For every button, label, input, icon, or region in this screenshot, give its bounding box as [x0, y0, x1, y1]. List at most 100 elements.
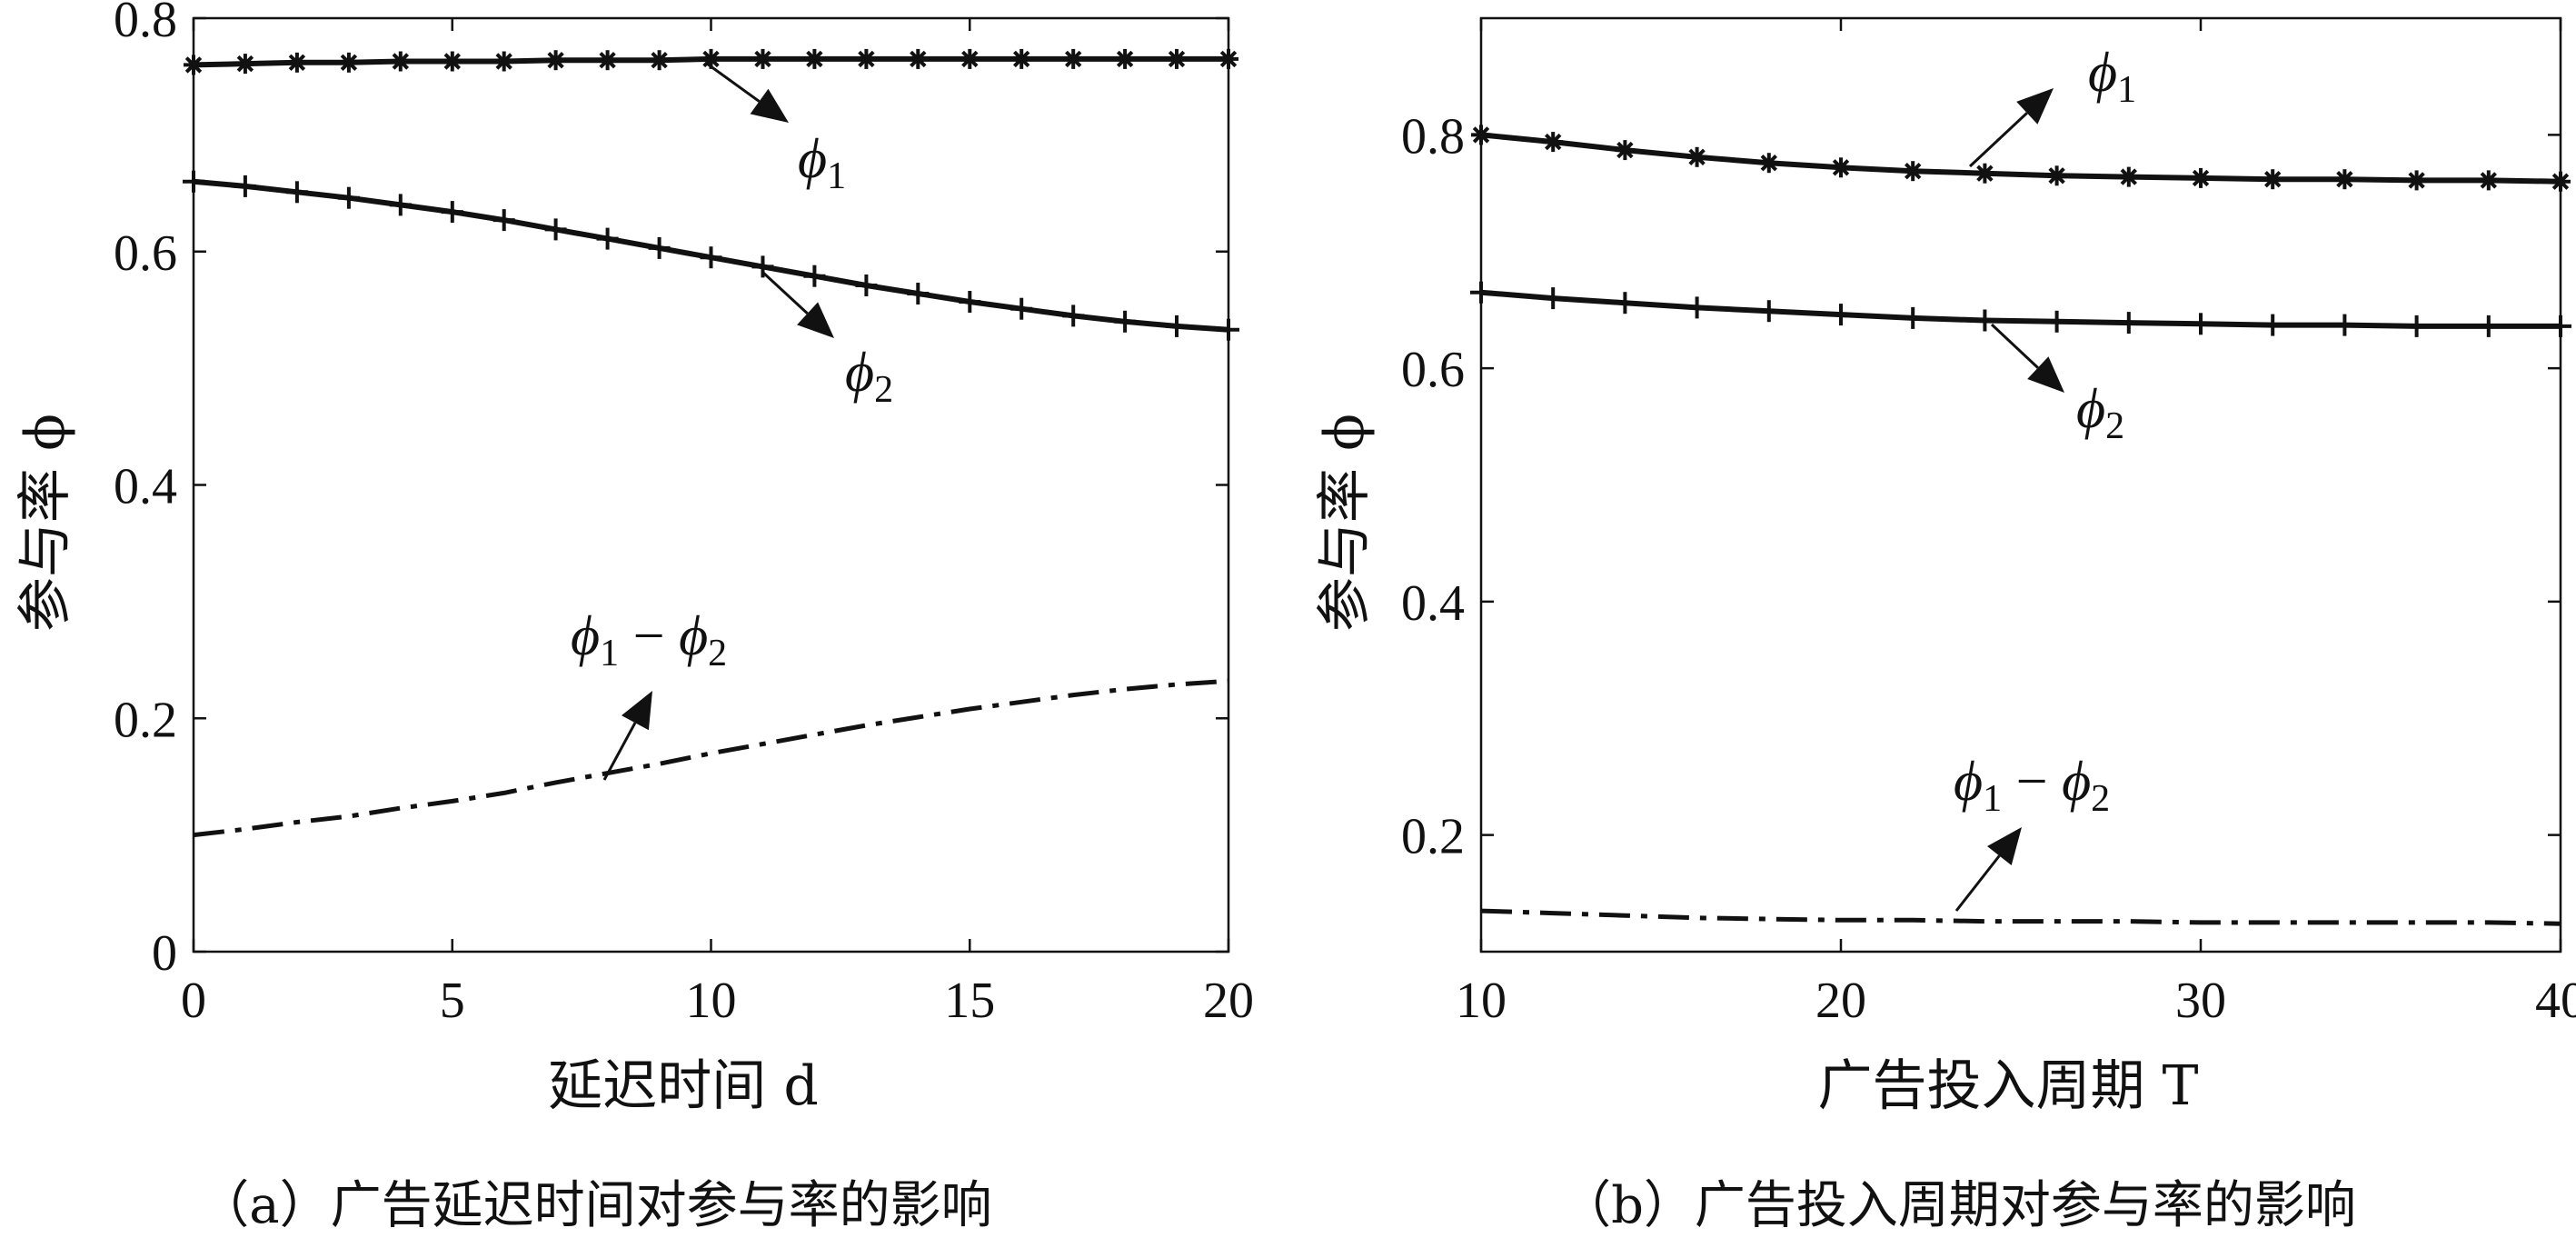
series-line-phi1: [1480, 132, 2561, 185]
y-tick-label: 0.8: [114, 0, 177, 48]
plot-frame: [1479, 16, 2562, 953]
x-tick-label: 20: [1815, 973, 1866, 1029]
annotation-arrow-head: [2016, 88, 2054, 125]
data-point-phi2: [2550, 314, 2571, 337]
data-point-phi2: [2262, 314, 2284, 336]
data-point-phi2: [2045, 310, 2068, 333]
data-point-phi1: [752, 48, 773, 69]
data-point-phi1: [908, 48, 929, 69]
x-axis-label-b: 广告投入周期 T: [1817, 1054, 2198, 1118]
data-point-phi1: [2263, 169, 2283, 190]
data-point-phi1: [2191, 167, 2211, 188]
caption-a: （a）广告延迟时间对参与率的影响: [198, 1176, 991, 1235]
data-point-phi1: [1218, 48, 1238, 69]
data-point-phi2: [1166, 314, 1188, 337]
annotation-arrow-head: [622, 691, 652, 731]
annotation-arrow-head: [1987, 827, 2022, 865]
x-tick-label: 20: [1203, 973, 1254, 1029]
data-point-phi2: [751, 255, 774, 278]
data-point-phi2: [1614, 292, 1636, 314]
data-point-phi2: [1010, 297, 1033, 320]
panel-b: （b）广告投入周期对参与率的影响 广告投入周期 T 参与率 ϕ 10 20 30 40…: [1313, 16, 2576, 1235]
data-point-phi1: [2478, 170, 2499, 191]
data-point-phi1: [1063, 48, 1084, 69]
data-point-phi1: [545, 50, 566, 71]
data-point-phi1: [960, 48, 980, 69]
y-tick-label: 0.4: [1401, 575, 1465, 632]
data-point-phi1: [1543, 132, 1564, 153]
annotation-arrow-line: [1968, 112, 2028, 168]
annotation-label: ϕ1: [2088, 42, 2136, 111]
y-tick-label: 0.6: [1401, 342, 1465, 398]
data-point-phi1: [2118, 166, 2139, 187]
annotation-arrow-head: [797, 302, 834, 338]
data-point-phi2: [648, 236, 671, 259]
y-axis-label-b: 参与率 ϕ: [1313, 414, 1377, 632]
data-point-phi2: [183, 170, 204, 193]
annotation-label: ϕ2: [2076, 378, 2124, 447]
annotation-arrow-head: [750, 88, 789, 123]
data-point-phi1: [1115, 48, 1136, 69]
plot-frame: [192, 16, 1230, 953]
y-tick-label: 0.6: [114, 225, 177, 282]
data-point-phi2: [1062, 305, 1085, 327]
data-point-phi1: [1011, 48, 1032, 69]
data-point-phi2: [2333, 314, 2356, 336]
x-tick-label: 5: [440, 973, 465, 1029]
annotation-arrow-line: [706, 62, 761, 103]
data-point-phi1: [184, 55, 204, 75]
data-point-phi1: [2551, 171, 2571, 192]
x-tick-label: 0: [181, 973, 206, 1029]
data-point-phi1: [338, 52, 359, 73]
data-point-phi1: [1974, 163, 1995, 184]
data-point-phi1: [1903, 161, 1924, 182]
data-point-phi2: [285, 181, 308, 204]
caption-b: （b）广告投入周期对参与率的影响: [1560, 1176, 2356, 1235]
y-tick-label: 0.2: [1401, 809, 1465, 865]
annotation-arrow-line: [602, 722, 637, 781]
data-point-phi1: [804, 48, 825, 69]
data-point-phi1: [1758, 153, 1779, 174]
y-axis-label-a: 参与率 ϕ: [14, 414, 77, 632]
annotation-label: ϕ1 − ϕ2: [1954, 751, 2110, 820]
data-point-phi2: [1542, 287, 1565, 310]
data-point-phi1: [1471, 125, 1491, 145]
data-point-phi1: [1831, 157, 1851, 178]
data-point-phi2: [1218, 318, 1239, 341]
y-tick-label: 0: [152, 925, 177, 982]
data-point-phi1: [234, 54, 255, 75]
data-point-phi2: [337, 186, 360, 209]
annotation-label: ϕ1: [798, 128, 846, 197]
series-line-phi-diff: [193, 678, 1229, 838]
data-point-phi2: [1114, 310, 1137, 333]
data-point-phi2: [544, 218, 567, 241]
y-tick-label: 0.4: [114, 459, 177, 515]
annotation-arrow-line: [1990, 323, 2039, 369]
series-line-phi-diff: [1480, 908, 2561, 926]
data-point-phi1: [2334, 169, 2355, 190]
data-point-phi2: [441, 201, 463, 224]
data-point-phi2: [2477, 314, 2500, 337]
annotation-label: ϕ1 − ϕ2: [571, 605, 727, 674]
x-tick-label: 10: [1456, 973, 1507, 1029]
data-point-phi2: [855, 275, 878, 296]
annotation-arrow-line: [1954, 854, 2001, 912]
x-tick-label: 40: [2535, 973, 2576, 1029]
data-point-phi1: [1167, 48, 1187, 69]
series-line-phi2: [1480, 289, 2561, 329]
data-point-phi2: [1974, 309, 1996, 332]
x-tick-label: 10: [686, 973, 737, 1029]
x-tick-label: 30: [2175, 973, 2226, 1029]
data-point-phi2: [2190, 313, 2212, 335]
data-point-phi2: [492, 209, 515, 232]
data-point-phi1: [2046, 165, 2067, 186]
y-tick-label: 0.2: [114, 692, 177, 748]
data-point-phi2: [700, 246, 722, 269]
data-point-phi2: [234, 175, 256, 197]
data-point-phi2: [1470, 281, 1492, 304]
y-tick-label: 0.8: [1401, 108, 1465, 165]
data-point-phi2: [1686, 296, 1708, 319]
annotation-arrow-head: [2027, 356, 2064, 393]
data-point-phi2: [1902, 306, 1925, 329]
